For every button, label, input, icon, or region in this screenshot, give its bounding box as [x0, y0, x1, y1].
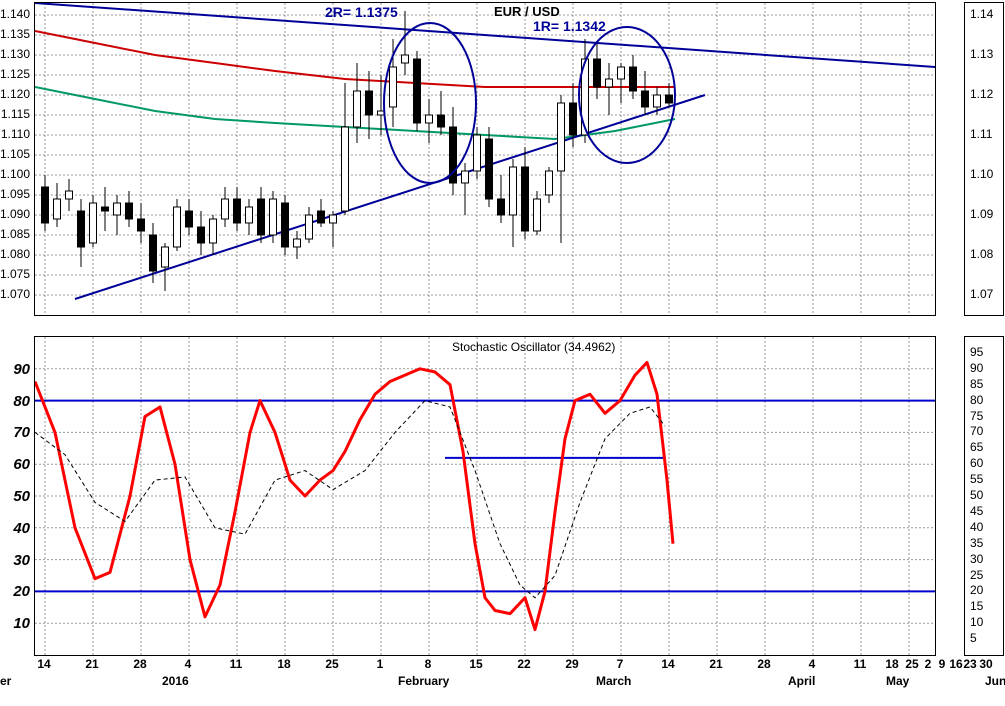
- osc-ytick-right: 10: [970, 615, 983, 629]
- x-month-label: er: [0, 674, 11, 688]
- x-tick-label: 22: [517, 657, 530, 671]
- price-ytick-left: 1.080: [0, 247, 30, 261]
- oscillator-chart-svg: [35, 337, 935, 655]
- x-tick-label: 23: [963, 657, 976, 671]
- x-tick-label: 29: [565, 657, 578, 671]
- osc-ytick-right: 85: [970, 377, 983, 391]
- price-ytick-left: 1.120: [0, 87, 30, 101]
- osc-ytick-right: 45: [970, 504, 983, 518]
- osc-ytick-right: 75: [970, 409, 983, 423]
- oscillator-title: Stochastic Oscillator (34.4962): [452, 340, 615, 354]
- price-ytick-left: 1.085: [0, 227, 30, 241]
- x-tick-label: 1: [377, 657, 384, 671]
- price-ytick-left: 1.110: [0, 127, 30, 141]
- osc-ytick-right: 35: [970, 536, 983, 550]
- price-ytick-right: 1.13: [970, 47, 993, 61]
- price-panel: [34, 2, 936, 316]
- osc-ytick-right: 50: [970, 488, 983, 502]
- x-tick-label: 28: [133, 657, 146, 671]
- forex-chart-container: EUR / USD Stochastic Oscillator (34.4962…: [0, 0, 1005, 706]
- osc-ytick-right: 95: [970, 345, 983, 359]
- price-ytick-left: 1.075: [0, 267, 30, 281]
- resistance-annotation-2r: 2R= 1.1375: [325, 4, 398, 20]
- osc-ytick-left: 30: [0, 552, 30, 569]
- x-tick-label: 2: [925, 657, 932, 671]
- osc-ytick-right: 25: [970, 568, 983, 582]
- x-tick-label: 30: [979, 657, 992, 671]
- price-ytick-left: 1.125: [0, 67, 30, 81]
- x-tick-label: 15: [469, 657, 482, 671]
- osc-ytick-right: 60: [970, 456, 983, 470]
- osc-ytick-left: 80: [0, 393, 30, 410]
- resistance-annotation-1r: 1R= 1.1342: [533, 18, 606, 34]
- price-ytick-right: 1.09: [970, 207, 993, 221]
- osc-ytick-right: 15: [970, 599, 983, 613]
- price-ytick-left: 1.140: [0, 7, 30, 21]
- price-ytick-right: 1.12: [970, 87, 993, 101]
- osc-ytick-left: 40: [0, 520, 30, 537]
- x-month-label: February: [398, 674, 449, 688]
- osc-ytick-right: 70: [970, 424, 983, 438]
- osc-ytick-right: 65: [970, 440, 983, 454]
- osc-ytick-right: 20: [970, 583, 983, 597]
- price-ytick-left: 1.070: [0, 287, 30, 301]
- x-month-label: Jun: [985, 674, 1005, 688]
- x-tick-label: 11: [230, 657, 243, 671]
- osc-ytick-right: 80: [970, 393, 983, 407]
- price-ytick-left: 1.135: [0, 27, 30, 41]
- x-tick-label: 8: [425, 657, 432, 671]
- price-ytick-right: 1.14: [970, 7, 993, 21]
- x-month-label: May: [886, 674, 909, 688]
- x-tick-label: 4: [185, 657, 192, 671]
- x-month-label: 2016: [162, 674, 189, 688]
- x-tick-label: 18: [277, 657, 290, 671]
- osc-ytick-left: 10: [0, 615, 30, 632]
- x-tick-label: 16: [949, 657, 962, 671]
- osc-ytick-right: 5: [970, 631, 977, 645]
- x-tick-label: 25: [905, 657, 918, 671]
- osc-ytick-left: 90: [0, 361, 30, 378]
- x-tick-label: 7: [617, 657, 624, 671]
- x-month-label: April: [788, 674, 815, 688]
- price-chart-svg: [35, 3, 935, 315]
- price-ytick-left: 1.105: [0, 147, 30, 161]
- x-tick-label: 11: [854, 657, 867, 671]
- osc-ytick-left: 60: [0, 456, 30, 473]
- price-ytick-right: 1.08: [970, 247, 993, 261]
- x-tick-label: 25: [325, 657, 338, 671]
- osc-ytick-right: 30: [970, 552, 983, 566]
- x-tick-label: 21: [709, 657, 722, 671]
- x-tick-label: 9: [939, 657, 946, 671]
- price-ytick-left: 1.115: [0, 107, 30, 121]
- price-ytick-left: 1.095: [0, 187, 30, 201]
- price-ytick-left: 1.130: [0, 47, 30, 61]
- x-tick-label: 14: [37, 657, 50, 671]
- osc-ytick-left: 20: [0, 583, 30, 600]
- price-ytick-left: 1.090: [0, 207, 30, 221]
- price-ytick-right: 1.10: [970, 167, 993, 181]
- osc-ytick-right: 90: [970, 361, 983, 375]
- osc-ytick-right: 40: [970, 520, 983, 534]
- price-ytick-left: 1.100: [0, 167, 30, 181]
- osc-ytick-left: 50: [0, 488, 30, 505]
- osc-ytick-left: 70: [0, 424, 30, 441]
- oscillator-panel: [34, 336, 936, 656]
- x-tick-label: 18: [885, 657, 898, 671]
- osc-ytick-right: 55: [970, 472, 983, 486]
- price-ytick-right: 1.11: [970, 127, 992, 141]
- x-tick-label: 21: [85, 657, 98, 671]
- chart-title: EUR / USD: [494, 4, 560, 19]
- x-tick-label: 28: [757, 657, 770, 671]
- x-month-label: March: [596, 674, 631, 688]
- x-tick-label: 14: [661, 657, 674, 671]
- price-ytick-right: 1.07: [970, 287, 993, 301]
- x-tick-label: 4: [809, 657, 816, 671]
